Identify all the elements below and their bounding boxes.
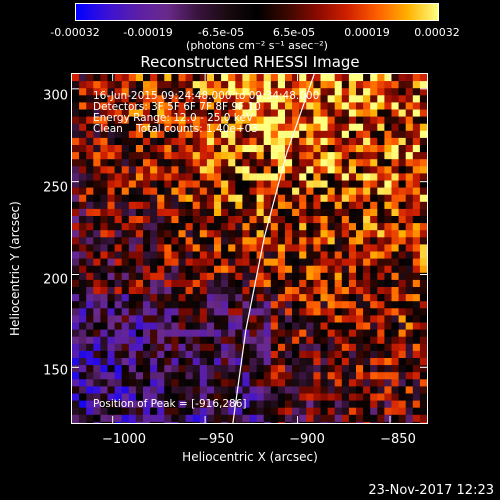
y-axis-label: Heliocentric Y (arcsec) bbox=[8, 201, 22, 336]
colorbar-units: (photons cm⁻² s⁻¹ asec⁻²) bbox=[186, 39, 328, 52]
colorbar-tick: -6.5e-05 bbox=[197, 26, 245, 39]
y-tick-label: 200 bbox=[43, 272, 68, 288]
solar-limb-line bbox=[232, 74, 315, 423]
chart-title: Reconstructed RHESSI Image bbox=[140, 53, 360, 71]
x-tick-label: −950 bbox=[198, 432, 234, 447]
y-tick-label: 150 bbox=[43, 363, 68, 379]
x-tick-label: −900 bbox=[289, 432, 325, 447]
info-time-range: 16-Jun-2015 09:24:48.000 to 09:34:48.000 bbox=[93, 90, 320, 102]
colorbar bbox=[75, 3, 439, 21]
info-total-counts: Clean Total counts: 1.40e+03 bbox=[93, 123, 258, 135]
y-tick-label: 250 bbox=[43, 180, 68, 196]
x-axis-label: Heliocentric X (arcsec) bbox=[182, 450, 318, 464]
info-peak-position: Position of Peak = [-916,286] bbox=[93, 398, 247, 410]
colorbar-tick: 6.5e-05 bbox=[272, 26, 316, 39]
colorbar-tick: 0.00032 bbox=[414, 26, 460, 39]
colorbar-tick: -0.00032 bbox=[50, 26, 100, 39]
heatmap-image bbox=[72, 74, 427, 423]
plot-area bbox=[71, 73, 428, 424]
info-detectors: Detectors: 3F 5F 6F 7F 8F 9F 10 bbox=[93, 101, 261, 113]
y-tick-label: 300 bbox=[43, 88, 68, 104]
colorbar-tick: -0.00019 bbox=[123, 26, 173, 39]
heatmap-cells bbox=[72, 74, 427, 423]
x-tick-label: −1000 bbox=[102, 432, 146, 447]
colorbar-tick: 0.00019 bbox=[344, 26, 390, 39]
info-energy-range: Energy Range: 12.0 - 25.0 keV bbox=[93, 112, 254, 124]
footer-date: 23-Nov-2017 12:23 bbox=[368, 483, 494, 498]
x-tick-label: −850 bbox=[380, 432, 416, 447]
